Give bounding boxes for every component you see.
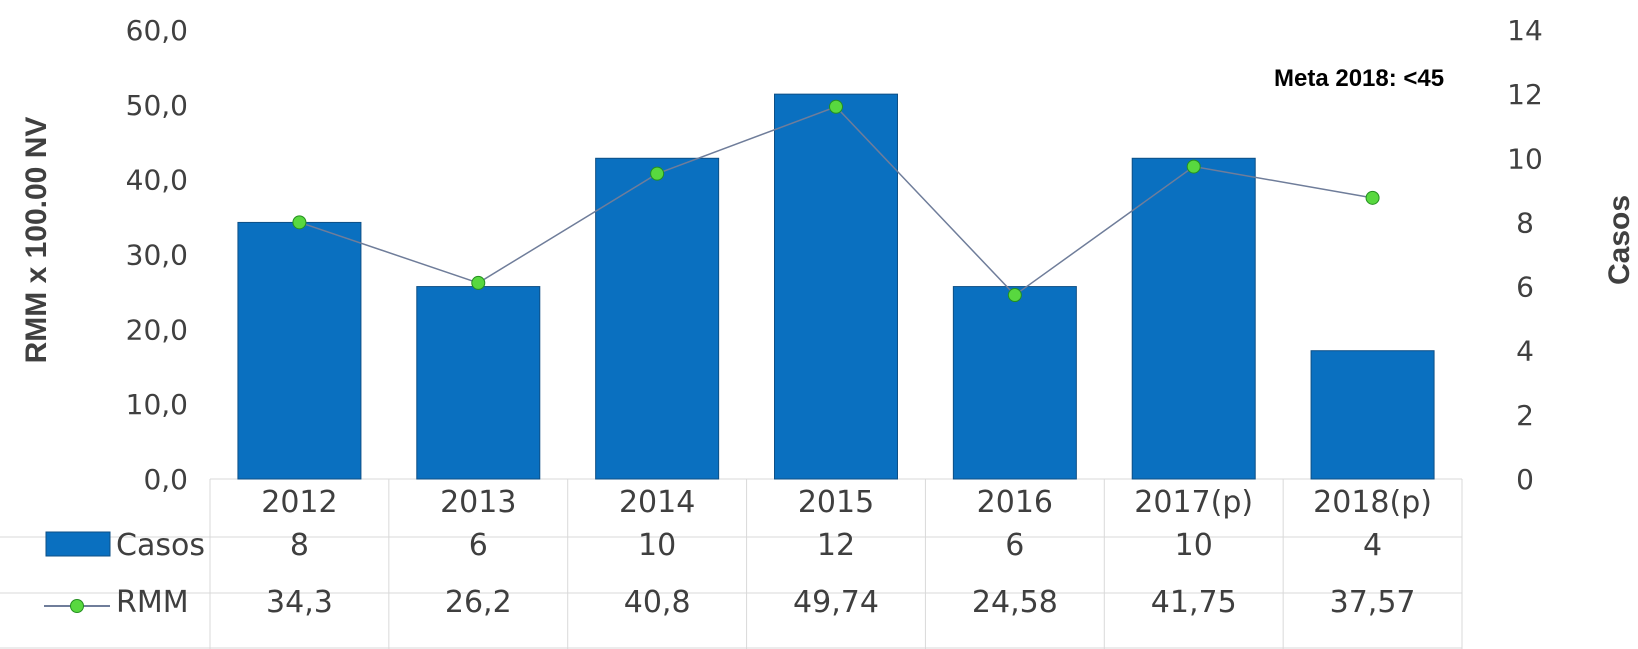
category-label-2017-p-: 2017(p): [1134, 485, 1253, 520]
rmm-point-2012: [292, 215, 307, 230]
casos-row-label: Casos: [116, 528, 205, 563]
rmm-value-3: 49,74: [793, 585, 879, 620]
rmm-point-2013: [471, 275, 486, 290]
left-axis-title: RMM x 100.00 NV: [20, 117, 53, 364]
casos-value-6: 4: [1363, 528, 1382, 563]
rmm-point-2015: [829, 99, 843, 114]
category-label-2013: 2013: [440, 485, 516, 520]
casos-value-5: 10: [1175, 528, 1213, 563]
casos-value-3: 12: [817, 528, 855, 563]
casos-value-0: 8: [290, 528, 309, 563]
left-tick-0: 0,0: [143, 463, 188, 496]
rmm-value-5: 41,75: [1151, 585, 1237, 620]
category-label-2015: 2015: [798, 485, 874, 520]
right-tick-7: 14: [1507, 14, 1543, 47]
right-tick-5: 10: [1507, 142, 1543, 175]
rmm-value-1: 26,2: [445, 585, 512, 620]
left-axis-ticks: 0,0 10,0 20,0 30,0 40,0 50,0 60,0: [126, 14, 188, 496]
rmm-point-2014: [650, 166, 665, 181]
category-label-2018-p-: 2018(p): [1313, 485, 1432, 520]
right-tick-6: 12: [1507, 78, 1543, 111]
bars-layer: [237, 93, 1435, 480]
category-label-2014: 2014: [619, 485, 695, 520]
right-axis-ticks: 0 2 4 6 8 10 12 14: [1507, 14, 1543, 496]
left-tick-3: 30,0: [126, 239, 188, 272]
rmm-legend-marker: [70, 599, 84, 613]
rmm-value-0: 34,3: [266, 585, 333, 620]
casos-legend-swatch: [45, 531, 111, 557]
rmm-row-label: RMM: [116, 585, 189, 620]
right-tick-1: 2: [1516, 399, 1534, 432]
rmm-point-2018-p-: [1365, 190, 1380, 205]
rmm-point-2017-p-: [1186, 159, 1201, 174]
category-label-2016: 2016: [977, 485, 1053, 520]
right-tick-3: 6: [1516, 271, 1534, 304]
casos-value-2: 10: [638, 528, 676, 563]
right-tick-2: 4: [1516, 335, 1534, 368]
left-tick-1: 10,0: [126, 388, 188, 421]
left-tick-5: 50,0: [126, 89, 188, 122]
bar-2016: [952, 286, 1077, 480]
left-tick-2: 20,0: [126, 313, 188, 346]
right-tick-4: 8: [1516, 206, 1534, 239]
category-label-2012: 2012: [261, 485, 337, 520]
rmm-value-6: 37,57: [1330, 585, 1416, 620]
right-axis-title: Casos: [1603, 195, 1636, 285]
casos-value-4: 6: [1005, 528, 1024, 563]
data-table-text: 2012 2013 2014 2015 2016 2017(p) 2018(p) Casos 8…: [44, 485, 1432, 620]
bar-2018-p-: [1310, 350, 1435, 480]
bar-2017-p-: [1131, 157, 1256, 480]
meta-annotation: Meta 2018: <45: [1274, 65, 1444, 92]
points-layer: [292, 99, 1380, 303]
rmm-point-2016: [1007, 288, 1022, 303]
left-tick-6: 60,0: [126, 14, 188, 47]
bar-2012: [237, 221, 362, 480]
bar-2015: [774, 93, 898, 480]
casos-value-1: 6: [469, 528, 488, 563]
bar-2014: [595, 157, 720, 480]
bar-2013: [416, 286, 541, 480]
right-tick-0: 0: [1516, 463, 1534, 496]
rmm-value-2: 40,8: [624, 585, 691, 620]
left-tick-4: 40,0: [126, 164, 188, 197]
rmm-value-4: 24,58: [972, 585, 1058, 620]
